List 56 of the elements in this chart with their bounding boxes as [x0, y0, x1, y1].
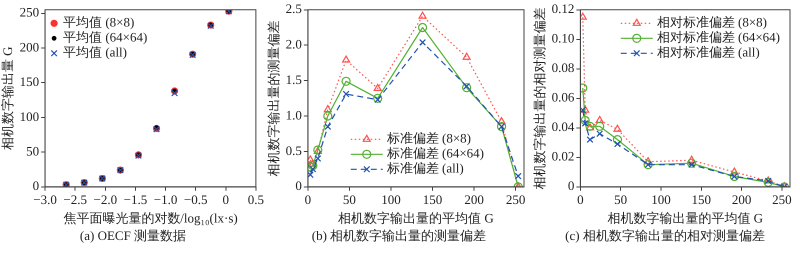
- y-axis-title: 相机数字输出量 G: [0, 46, 16, 150]
- x-tick-label: 100: [651, 192, 671, 208]
- legend-label: 相对标准偏差 (all): [656, 44, 760, 60]
- x-tick-label: −2.0: [94, 192, 118, 208]
- y-tick-label: 0: [32, 178, 40, 194]
- y-tick-label: 0.12: [552, 1, 574, 16]
- x-tick-label: 0: [304, 192, 312, 208]
- x-tick-label: 100: [381, 192, 401, 208]
- legend-label: 相对标准偏差 (8×8): [656, 14, 768, 30]
- x-tick-label: −2.5: [63, 192, 88, 208]
- x-tick-label: 200: [732, 192, 752, 208]
- x-tick-label: 50: [614, 192, 628, 208]
- x-tick-label: −0.5: [184, 192, 208, 208]
- legend-label: 标准偏差 (64×64): [386, 146, 484, 161]
- x-tick-label: −3.0: [33, 192, 57, 208]
- x-tick-label: 0: [222, 192, 230, 208]
- text: (c) 相机数字输出量的相对测量偏差: [564, 228, 766, 244]
- y-tick-label: 1.0: [286, 107, 302, 122]
- text: (b) 相机数字输出量的测量偏差: [310, 228, 488, 244]
- y-tick-label: 0.06: [552, 90, 575, 105]
- legend-label: 相对标准偏差 (64×64): [656, 30, 780, 45]
- text: (a) OECF 测量数据: [78, 228, 188, 244]
- x-axis-title: 焦平面曝光量的对数/log₁₀(lx·s): [63, 210, 238, 226]
- y-tick-label: 150: [20, 74, 40, 90]
- legend-label: 平均值 (all): [63, 44, 128, 60]
- x-tick-label: 200: [464, 192, 484, 208]
- y-tick-label: 1.5: [286, 72, 302, 88]
- y-tick-label: 50: [26, 144, 40, 159]
- y-tick-label: 0.02: [552, 148, 574, 164]
- y-tick-label: 0.10: [552, 30, 574, 46]
- x-tick-label: 0.5: [248, 192, 264, 208]
- x-tick-label: 250: [506, 192, 526, 208]
- y-tick-label: 0.08: [552, 60, 574, 76]
- x-axis-title: 相机数字输出量的平均值 G: [607, 210, 763, 226]
- x-tick-label: 150: [692, 192, 712, 208]
- x-tick-label: −1.5: [124, 192, 148, 208]
- y-axis-title: 相机数字输出量的测量偏差: [266, 20, 282, 176]
- legend-label: 平均值 (64×64): [63, 30, 148, 45]
- y-tick-label: 200: [20, 39, 40, 54]
- y-tick-label: 0.04: [552, 119, 575, 134]
- y-tick-label: 250: [20, 4, 40, 20]
- y-tick-label: 0.5: [286, 142, 302, 158]
- y-tick-label: 100: [20, 108, 40, 124]
- x-tick-label: −1.0: [154, 192, 178, 208]
- x-tick-label: 50: [342, 192, 356, 208]
- x-axis-title: 相机数字输出量的平均值 G: [338, 210, 494, 226]
- x-tick-label: 150: [422, 192, 442, 208]
- legend-label: 标准偏差 (8×8): [386, 130, 472, 146]
- y-tick-label: 2.0: [286, 36, 302, 52]
- y-axis-title: 相机数字输出量的相对测量偏差: [532, 7, 548, 190]
- legend-label: 标准偏差 (all): [386, 160, 464, 176]
- y-tick-label: 2.5: [286, 1, 302, 16]
- y-tick-label: 0: [295, 178, 302, 194]
- y-tick-label: 0: [568, 178, 574, 194]
- legend-label: 平均值 (8×8): [63, 14, 134, 30]
- x-tick-label: 250: [772, 192, 792, 208]
